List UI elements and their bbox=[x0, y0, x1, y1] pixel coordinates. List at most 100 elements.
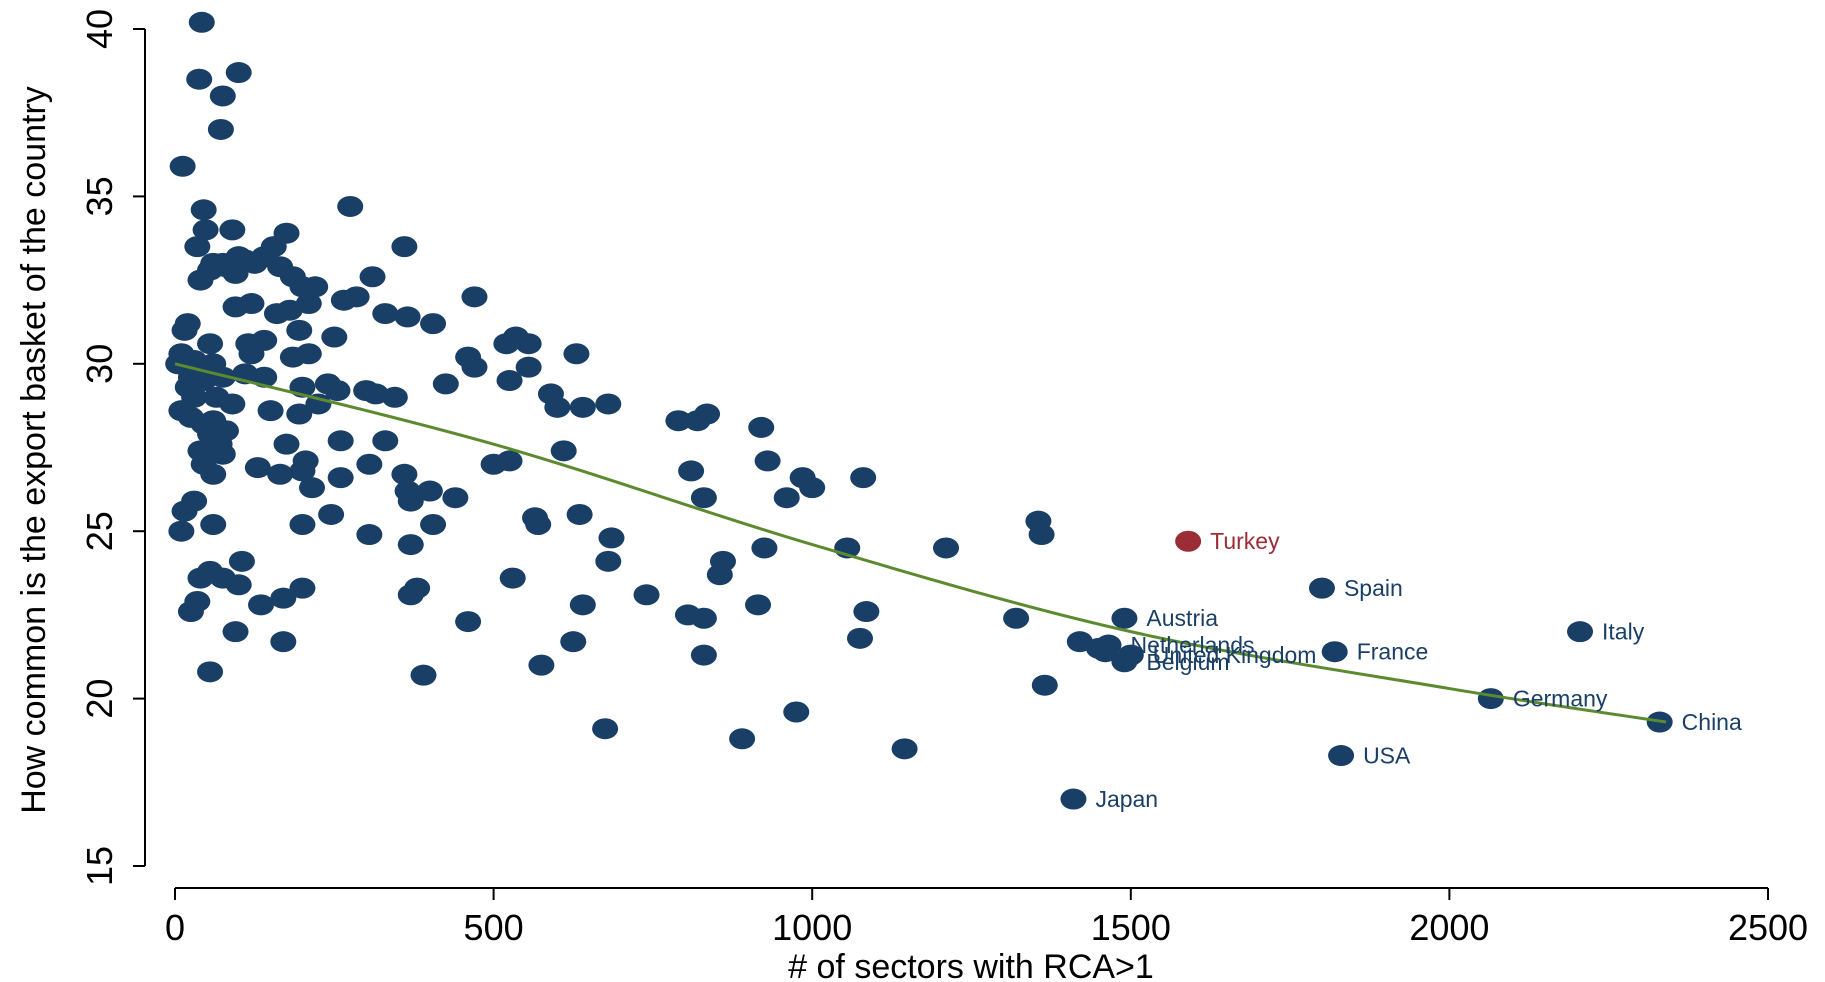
data-point bbox=[528, 654, 555, 676]
data-point bbox=[190, 199, 217, 221]
data-point bbox=[416, 480, 443, 502]
data-point bbox=[318, 503, 345, 525]
data-point bbox=[665, 410, 692, 432]
data-point bbox=[1031, 674, 1058, 696]
y-tick-label: 25 bbox=[79, 511, 120, 551]
data-point bbox=[289, 577, 316, 599]
data-point bbox=[200, 463, 227, 485]
x-tick-label: 1500 bbox=[1091, 907, 1171, 948]
data-point bbox=[192, 219, 219, 241]
data-point-turkey bbox=[1175, 530, 1202, 552]
data-point bbox=[270, 631, 297, 653]
data-point-italy bbox=[1567, 621, 1594, 643]
data-point bbox=[298, 477, 325, 499]
data-point bbox=[267, 463, 294, 485]
y-tick-label: 35 bbox=[79, 176, 120, 216]
data-point bbox=[569, 594, 596, 616]
data-point bbox=[410, 664, 437, 686]
data-point-japan bbox=[1060, 788, 1087, 810]
point-label-netherlands: Netherlands bbox=[1130, 632, 1254, 658]
data-point bbox=[496, 450, 523, 472]
data-point bbox=[181, 490, 208, 512]
data-point bbox=[595, 550, 622, 572]
y-tick-label: 20 bbox=[79, 679, 120, 719]
data-point bbox=[186, 68, 213, 90]
data-point bbox=[690, 607, 717, 629]
data-point bbox=[891, 738, 918, 760]
y-axis-ticks: 15 20 25 30 35 40 bbox=[79, 9, 145, 886]
data-point bbox=[219, 393, 246, 415]
data-point bbox=[209, 443, 236, 465]
data-point bbox=[343, 286, 370, 308]
data-point bbox=[273, 433, 300, 455]
data-point bbox=[397, 534, 424, 556]
data-point bbox=[394, 306, 421, 328]
data-point bbox=[748, 416, 775, 438]
data-point bbox=[188, 11, 215, 33]
data-point bbox=[228, 550, 255, 572]
data-point-usa bbox=[1328, 745, 1355, 767]
data-point bbox=[209, 85, 236, 107]
data-point bbox=[295, 343, 322, 365]
data-point-austria bbox=[1111, 607, 1138, 629]
data-point bbox=[292, 450, 319, 472]
data-point bbox=[592, 718, 619, 740]
data-point bbox=[391, 236, 418, 258]
data-point bbox=[209, 366, 236, 388]
data-point bbox=[295, 293, 322, 315]
data-point bbox=[633, 584, 660, 606]
data-point bbox=[1003, 607, 1030, 629]
fitted-curve bbox=[174, 362, 1667, 724]
data-point bbox=[197, 661, 224, 683]
data-point bbox=[563, 343, 590, 365]
point-label-japan: Japan bbox=[1095, 786, 1158, 812]
data-point bbox=[432, 373, 459, 395]
data-point bbox=[678, 460, 705, 482]
x-tick-label: 2000 bbox=[1409, 907, 1489, 948]
data-point bbox=[327, 467, 354, 489]
data-point bbox=[499, 567, 526, 589]
data-point bbox=[372, 303, 399, 325]
data-point bbox=[171, 319, 198, 341]
data-point bbox=[933, 537, 960, 559]
scatter-points bbox=[165, 11, 1673, 810]
x-axis-ticks: 0 500 1000 1500 2000 2500 bbox=[165, 888, 1808, 948]
data-point bbox=[225, 62, 252, 84]
point-label-italy: Italy bbox=[1602, 619, 1645, 645]
point-label-spain: Spain bbox=[1344, 575, 1403, 601]
data-point bbox=[566, 503, 593, 525]
data-point bbox=[222, 621, 249, 643]
point-label-austria: Austria bbox=[1146, 605, 1218, 631]
x-tick-label: 0 bbox=[165, 907, 185, 948]
data-point bbox=[461, 356, 488, 378]
data-point bbox=[289, 514, 316, 536]
y-axis-title: How common is the export basket of the c… bbox=[15, 86, 53, 814]
data-point bbox=[200, 514, 227, 536]
data-point bbox=[404, 577, 431, 599]
data-point bbox=[729, 728, 756, 750]
data-point bbox=[754, 450, 781, 472]
data-point bbox=[745, 594, 772, 616]
point-label-usa: USA bbox=[1363, 743, 1411, 769]
data-point bbox=[302, 276, 329, 298]
y-tick-label: 15 bbox=[79, 846, 120, 886]
data-point bbox=[286, 403, 313, 425]
data-point-germany bbox=[1477, 688, 1504, 710]
data-point bbox=[391, 463, 418, 485]
x-tick-label: 500 bbox=[464, 907, 524, 948]
data-point bbox=[455, 611, 482, 633]
data-point bbox=[359, 266, 386, 288]
data-point bbox=[442, 487, 469, 509]
data-point bbox=[257, 400, 284, 422]
data-point bbox=[846, 627, 873, 649]
data-point bbox=[694, 403, 721, 425]
data-point bbox=[525, 514, 552, 536]
data-point bbox=[569, 396, 596, 418]
data-point bbox=[515, 356, 542, 378]
data-point bbox=[184, 236, 211, 258]
point-label-turkey: Turkey bbox=[1210, 528, 1280, 554]
data-point bbox=[560, 631, 587, 653]
data-point bbox=[595, 393, 622, 415]
point-label-france: France bbox=[1357, 639, 1429, 665]
